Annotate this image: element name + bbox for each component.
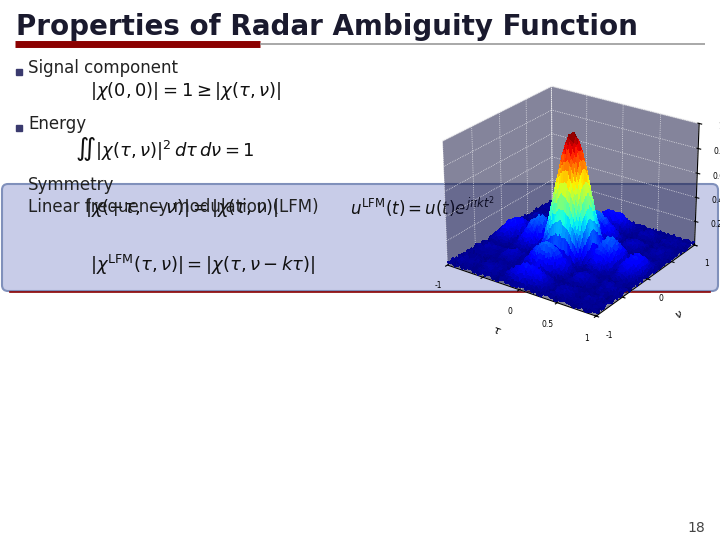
- X-axis label: $\tau$: $\tau$: [490, 325, 502, 337]
- Text: Properties of Radar Ambiguity Function: Properties of Radar Ambiguity Function: [16, 13, 638, 41]
- Text: $|\chi^{\mathrm{LFM}}(\tau,\nu)| = |\chi(\tau,\nu-k\tau)|$: $|\chi^{\mathrm{LFM}}(\tau,\nu)| = |\chi…: [90, 253, 315, 277]
- Text: $|\chi(0,0)| = 1 \geq |\chi(\tau,\nu)|$: $|\chi(0,0)| = 1 \geq |\chi(\tau,\nu)|$: [90, 80, 282, 102]
- Text: $\int\!\!\int |\chi(\tau,\nu)|^2\, d\tau\, d\nu = 1$: $\int\!\!\int |\chi(\tau,\nu)|^2\, d\tau…: [75, 135, 255, 163]
- FancyBboxPatch shape: [2, 184, 718, 291]
- Bar: [16, 207, 22, 213]
- Text: Energy: Energy: [28, 115, 86, 133]
- Bar: [16, 125, 22, 131]
- Text: Signal component: Signal component: [28, 59, 178, 77]
- Text: Linear frequency modulation (LFM): Linear frequency modulation (LFM): [28, 198, 319, 216]
- Text: $|\chi(-\tau,-\nu)| = |\chi(\tau,\nu)|$: $|\chi(-\tau,-\nu)| = |\chi(\tau,\nu)|$: [85, 197, 278, 219]
- Bar: [16, 69, 22, 75]
- Text: 18: 18: [688, 521, 705, 535]
- Y-axis label: $\nu$: $\nu$: [673, 308, 685, 321]
- Text: $u^{\mathrm{LFM}}(t) = u(t)e^{j\pi kt^2}$: $u^{\mathrm{LFM}}(t) = u(t)e^{j\pi kt^2}…: [350, 194, 495, 220]
- Bar: [16, 186, 22, 192]
- Text: Symmetry: Symmetry: [28, 176, 114, 194]
